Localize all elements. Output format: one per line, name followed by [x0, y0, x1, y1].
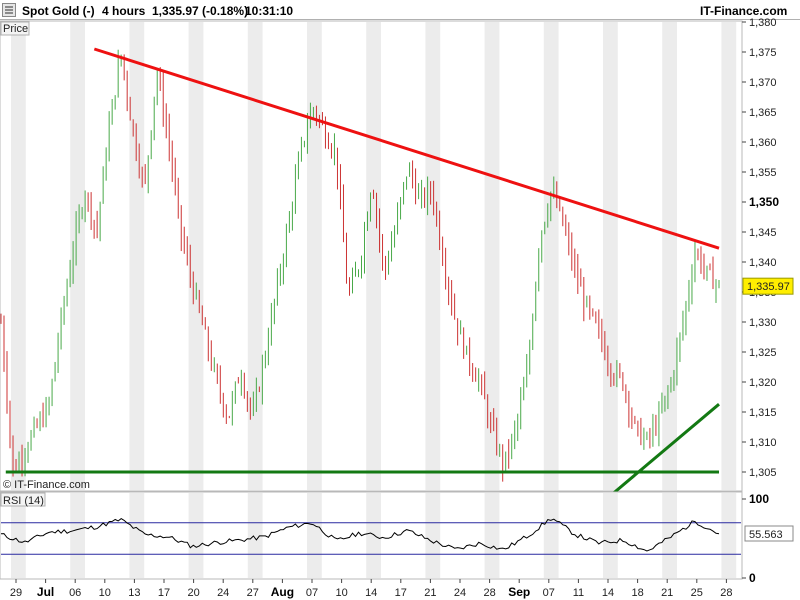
- price-tick-label: 1,315: [749, 407, 777, 419]
- time-tick-label: 20: [187, 587, 199, 599]
- grid-column: [366, 22, 381, 490]
- rsi-grid-columns: [11, 493, 737, 578]
- price-tick-label: 1,365: [749, 107, 777, 119]
- time-tick-label: 14: [365, 587, 377, 599]
- price-tick-label: 1,370: [749, 77, 777, 89]
- price-tick-label: 1,355: [749, 167, 777, 179]
- trendlines: [5, 47, 720, 507]
- price-tick-label: 1,350: [749, 195, 779, 209]
- time-tick-label: 11: [573, 587, 584, 599]
- time-tick-label: Sep: [508, 585, 530, 599]
- grid-column: [662, 493, 677, 578]
- grid-column: [484, 22, 500, 490]
- timeframe-label[interactable]: 4 hours: [102, 4, 146, 18]
- price-panel-label: Price: [3, 23, 28, 35]
- rsi-axis: 100 0: [742, 492, 769, 585]
- grid-column: [129, 493, 145, 578]
- time-tick-label: 14: [602, 587, 614, 599]
- time-tick-label: 17: [158, 587, 170, 599]
- grid-column: [70, 22, 85, 490]
- rsi-current-marker: 55.563: [744, 525, 794, 542]
- price-tick-label: 1,375: [749, 47, 777, 59]
- rsi-current-label: 55.563: [749, 529, 783, 541]
- time-tick-label: 21: [424, 587, 436, 599]
- copyright-text: © IT-Finance.com: [3, 479, 90, 491]
- price-tick-label: 1,325: [749, 347, 777, 359]
- grid-column: [247, 22, 263, 490]
- price-tick-label: 1,340: [749, 257, 777, 269]
- price-tick-label: 1,310: [749, 437, 777, 449]
- grid-column: [129, 22, 145, 490]
- time-tick-label: 25: [691, 587, 703, 599]
- time-tick-label: 24: [454, 587, 466, 599]
- price-axis: 1,3051,3101,3151,3201,3251,3301,3351,340…: [742, 17, 779, 479]
- grid-column: [603, 22, 618, 490]
- time-tick-label: 24: [217, 587, 229, 599]
- chart-header: Spot Gold (-) 4 hours 1,335.97 (-0.18%) …: [0, 0, 800, 20]
- grid-column: [662, 22, 677, 490]
- grid-column: [484, 493, 500, 578]
- grid-column: [11, 493, 26, 578]
- time-tick-label: 21: [661, 587, 673, 599]
- rsi-line: [0, 517, 720, 552]
- price-panel-label-box: [0, 21, 30, 36]
- time-tick-label: Jul: [37, 585, 54, 599]
- price-tick-label: 1,305: [749, 467, 777, 479]
- current-price-marker: 1,335.97: [742, 277, 794, 295]
- time-tick-label: 13: [128, 587, 140, 599]
- grid-column: [247, 493, 263, 578]
- grid-column: [721, 22, 737, 490]
- grid-column: [721, 493, 737, 578]
- grid-column: [307, 22, 322, 490]
- window-menu-icon[interactable]: [2, 3, 16, 17]
- current-price-label: 1,335.97: [747, 281, 790, 293]
- time-tick-label: 18: [631, 587, 643, 599]
- trendline-rising_support: [598, 403, 720, 507]
- rsi-panel-label-box: [0, 492, 46, 507]
- price-grid-columns: [11, 22, 737, 490]
- price-tick-label: 1,360: [749, 137, 777, 149]
- grid-column: [11, 22, 26, 490]
- grid-column: [70, 493, 85, 578]
- trendline-resistance: [93, 47, 720, 250]
- time-tick-label: 10: [99, 587, 111, 599]
- grid-column: [307, 493, 322, 578]
- time-tick-label: 28: [483, 587, 495, 599]
- time-tick-label: 27: [247, 587, 259, 599]
- time-tick-label: 07: [543, 587, 555, 599]
- rsi-lines: [0, 517, 741, 555]
- price-tick-label: 1,320: [749, 377, 777, 389]
- time-tick-label: 10: [335, 587, 347, 599]
- time-tick-label: 29: [10, 587, 22, 599]
- time-axis: 29 Jul 06 10 13 17 20 24 27 Aug 07 10 14 17 21 24 28 Sep 0…: [10, 579, 733, 599]
- time-tick-label: 28: [720, 587, 732, 599]
- last-price-change: 1,335.97 (-0.18%): [152, 4, 249, 18]
- rsi-tick-label: 0: [749, 571, 756, 585]
- time-tick-label: Aug: [271, 585, 294, 599]
- price-tick-label: 1,330: [749, 317, 777, 329]
- price-tick-label: 1,345: [749, 227, 777, 239]
- price-panel: Price © IT-Finance.com: [0, 20, 743, 507]
- grid-column: [543, 22, 559, 490]
- rsi-panel: RSI (14): [0, 491, 743, 580]
- grid-column: [425, 22, 441, 490]
- time-tick-label: 17: [395, 587, 407, 599]
- grid-column: [366, 493, 381, 578]
- rsi-panel-label: RSI (14): [3, 495, 44, 507]
- grid-column: [188, 22, 204, 490]
- price-tick-label: 1,380: [749, 17, 777, 29]
- rsi-tick-label: 100: [749, 492, 769, 506]
- instrument-name: Spot Gold (-): [22, 4, 95, 18]
- grid-column: [425, 493, 441, 578]
- clock-time: 10:31:10: [245, 4, 294, 18]
- grid-column: [543, 493, 559, 578]
- grid-column: [188, 493, 204, 578]
- time-tick-label: 06: [69, 587, 81, 599]
- brand-name[interactable]: IT-Finance.com: [700, 4, 788, 18]
- grid-column: [603, 493, 618, 578]
- time-tick-label: 07: [306, 587, 318, 599]
